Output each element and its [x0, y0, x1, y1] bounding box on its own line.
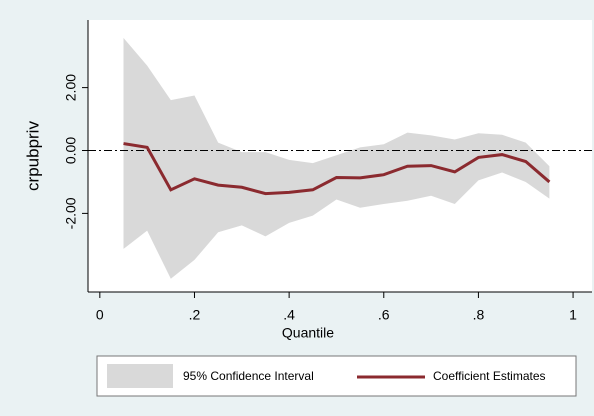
legend-label: 95% Confidence Interval: [183, 369, 314, 383]
x-tick-label: .6: [378, 307, 390, 323]
legend-label: Coefficient Estimates: [433, 369, 546, 383]
legend-swatch-band: [107, 364, 173, 388]
y-tick-label: 2.00: [63, 74, 79, 101]
y-tick-label: -2.00: [63, 197, 79, 229]
y-axis-title: crpubpriv: [23, 121, 42, 191]
x-tick-label: .8: [473, 307, 485, 323]
series-line: [123, 142, 551, 196]
x-tick-label: 0: [96, 307, 104, 323]
y-tick-label: 0.00: [63, 137, 79, 164]
x-tick-label: 1: [569, 307, 577, 323]
legend: [96, 355, 577, 397]
x-tick-label: .4: [283, 307, 295, 323]
x-axis-title: Quantile: [282, 325, 334, 341]
confidence-band: [123, 37, 550, 279]
x-tick-label: .2: [189, 307, 201, 323]
